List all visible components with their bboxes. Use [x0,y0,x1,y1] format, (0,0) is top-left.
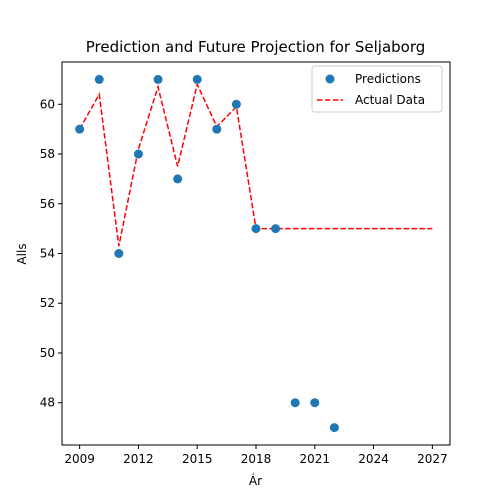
x-tick-label: 2018 [241,452,272,466]
legend: Predictions Actual Data [311,65,443,113]
x-axis-label: Ár [249,473,262,488]
x-tick-label: 2024 [358,452,389,466]
legend-label: Actual Data [355,93,425,107]
y-tick-label: 58 [40,147,55,161]
y-axis-label: Alls [15,243,29,264]
chart-title: Prediction and Future Projection for Sel… [86,38,426,56]
y-tick-label: 48 [40,396,55,410]
data-point-prediction [310,398,320,408]
data-point-prediction [173,174,183,184]
data-point-prediction [290,398,300,408]
data-point-prediction [153,74,163,84]
y-tick-label: 50 [40,346,55,360]
y-tick-label: 54 [40,247,55,261]
data-point-prediction [133,149,143,159]
data-point-prediction [75,124,85,134]
data-point-prediction [192,74,202,84]
data-point-prediction [231,99,241,109]
x-tick-label: 2027 [417,452,448,466]
legend-label: Predictions [355,72,421,86]
data-point-prediction [114,249,124,258]
legend-box [311,65,443,113]
legend-marker-predictions [325,74,335,84]
x-tick-label: 2012 [123,452,154,466]
data-point-prediction [94,74,104,84]
data-point-prediction [271,224,281,234]
y-tick-label: 60 [40,97,55,111]
y-tick-label: 56 [40,197,55,211]
y-tick-label: 52 [40,296,55,310]
x-tick-label: 2015 [182,452,213,466]
data-point-prediction [251,224,261,234]
x-tick-label: 2021 [300,452,331,466]
data-point-prediction [329,423,339,433]
x-tick-label: 2009 [64,452,95,466]
data-point-prediction [212,124,222,134]
